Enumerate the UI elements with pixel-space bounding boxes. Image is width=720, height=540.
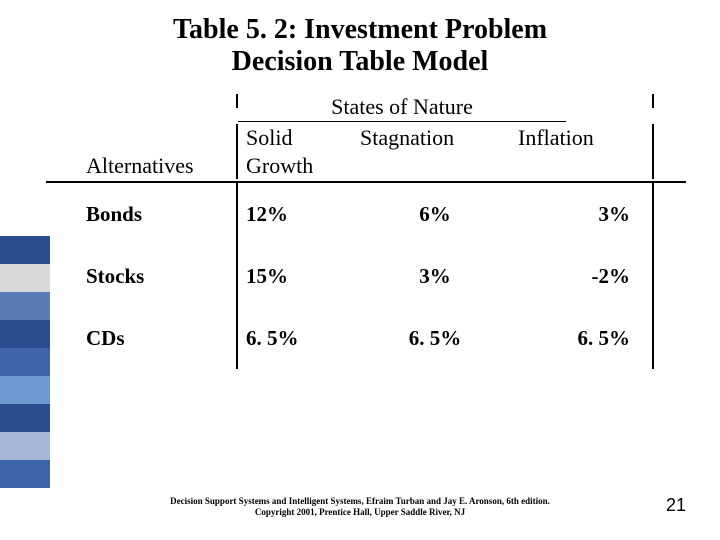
title-line-2: Decision Table Model xyxy=(232,46,489,77)
cell: 6% xyxy=(356,202,514,227)
sidebar-block xyxy=(0,292,50,320)
col2-label: Stagnation xyxy=(360,124,514,152)
sidebar-block xyxy=(0,376,50,404)
column-headers-row: Alternatives Solid Growth Stagnation Inf… xyxy=(86,124,666,179)
footer-line-1: Decision Support Systems and Intelligent… xyxy=(170,496,550,506)
sidebar-block xyxy=(0,264,50,292)
cell: 3% xyxy=(356,264,514,289)
cell: 6. 5% xyxy=(514,307,654,369)
page-number: 21 xyxy=(666,495,686,516)
col1-line1: Solid xyxy=(246,124,356,152)
cell: 6. 5% xyxy=(356,326,514,351)
table-row: Stocks 15% 3% -2% xyxy=(86,245,666,307)
sidebar-block xyxy=(0,320,50,348)
row-label: CDs xyxy=(86,307,238,369)
footer-citation: Decision Support Systems and Intelligent… xyxy=(0,496,720,519)
table-row: Bonds 12% 6% 3% xyxy=(86,183,666,245)
footer-line-2: Copyright 2001, Prentice Hall, Upper Sad… xyxy=(255,507,465,517)
cell: 15% xyxy=(238,264,356,289)
cell: 3% xyxy=(514,183,654,245)
decorative-sidebar xyxy=(0,236,50,488)
decision-table: States of Nature Alternatives Solid Grow… xyxy=(86,94,666,369)
cell: -2% xyxy=(514,245,654,307)
col1-line2: Growth xyxy=(246,152,356,180)
states-of-nature-header: States of Nature xyxy=(238,94,566,122)
row-label: Bonds xyxy=(86,183,238,245)
cell: 12% xyxy=(238,202,356,227)
sidebar-block xyxy=(0,460,50,488)
sidebar-block xyxy=(0,404,50,432)
cell: 6. 5% xyxy=(238,326,356,351)
title-line-1: Table 5. 2: Investment Problem xyxy=(173,14,547,45)
col3-label: Inflation xyxy=(518,124,652,152)
sidebar-block xyxy=(0,432,50,460)
table-row: CDs 6. 5% 6. 5% 6. 5% xyxy=(86,307,666,369)
data-rows: Bonds 12% 6% 3% Stocks 15% 3% -2% CDs 6.… xyxy=(86,183,666,369)
alternatives-label: Alternatives xyxy=(86,152,236,180)
sidebar-block xyxy=(0,348,50,376)
slide-title: Table 5. 2: Investment Problem Decision … xyxy=(0,14,720,78)
sidebar-block xyxy=(0,236,50,264)
row-label: Stocks xyxy=(86,245,238,307)
